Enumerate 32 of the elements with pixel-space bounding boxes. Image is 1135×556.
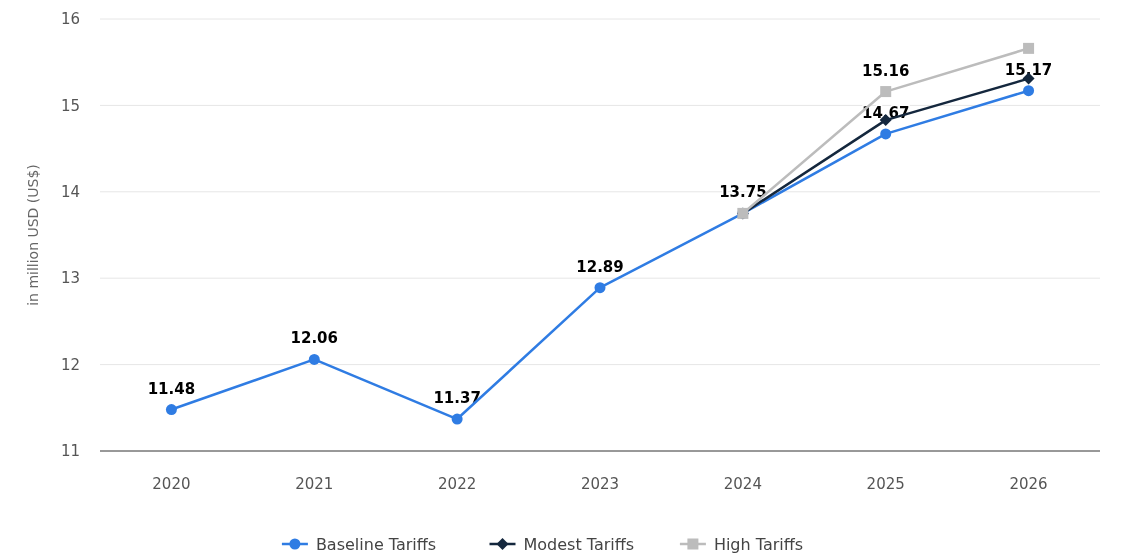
y-axis-title: in million USD (US$) [25,164,41,306]
data-label: 12.89 [576,257,624,276]
x-tick-label: 2026 [1009,475,1048,493]
x-tick-label: 2020 [152,475,191,493]
y-tick-label: 16 [60,10,80,29]
x-tick-label: 2024 [723,475,762,493]
y-tick-label: 15 [60,96,80,115]
data-label: 15.17 [1004,60,1053,79]
point [880,86,892,98]
x-tick-label: 2022 [438,475,477,493]
legend-label: High Tariffs [713,534,804,554]
data-label: 11.37 [433,389,481,408]
point [308,353,320,365]
x-tick-label: 2025 [866,475,905,493]
data-label: 12.06 [290,329,339,348]
point [165,404,177,416]
x-tick-label: 2023 [580,475,620,493]
y-tick-label: 14 [60,183,80,202]
y-tick-label: 12 [60,355,80,374]
x-tick-label: 2021 [295,475,334,493]
point [1023,42,1035,54]
point [1023,85,1035,97]
legend-label: Modest Tariffs [523,534,635,554]
data-label: 13.75 [719,183,767,202]
data-label: 15.16 [861,61,910,80]
y-tick-label: 11 [60,442,80,461]
legend-label: Baseline Tariffs [315,534,437,554]
y-tick-label: 13 [60,269,80,288]
point [880,128,892,140]
point [451,413,463,425]
point [594,282,606,294]
data-label: 11.48 [147,379,196,398]
